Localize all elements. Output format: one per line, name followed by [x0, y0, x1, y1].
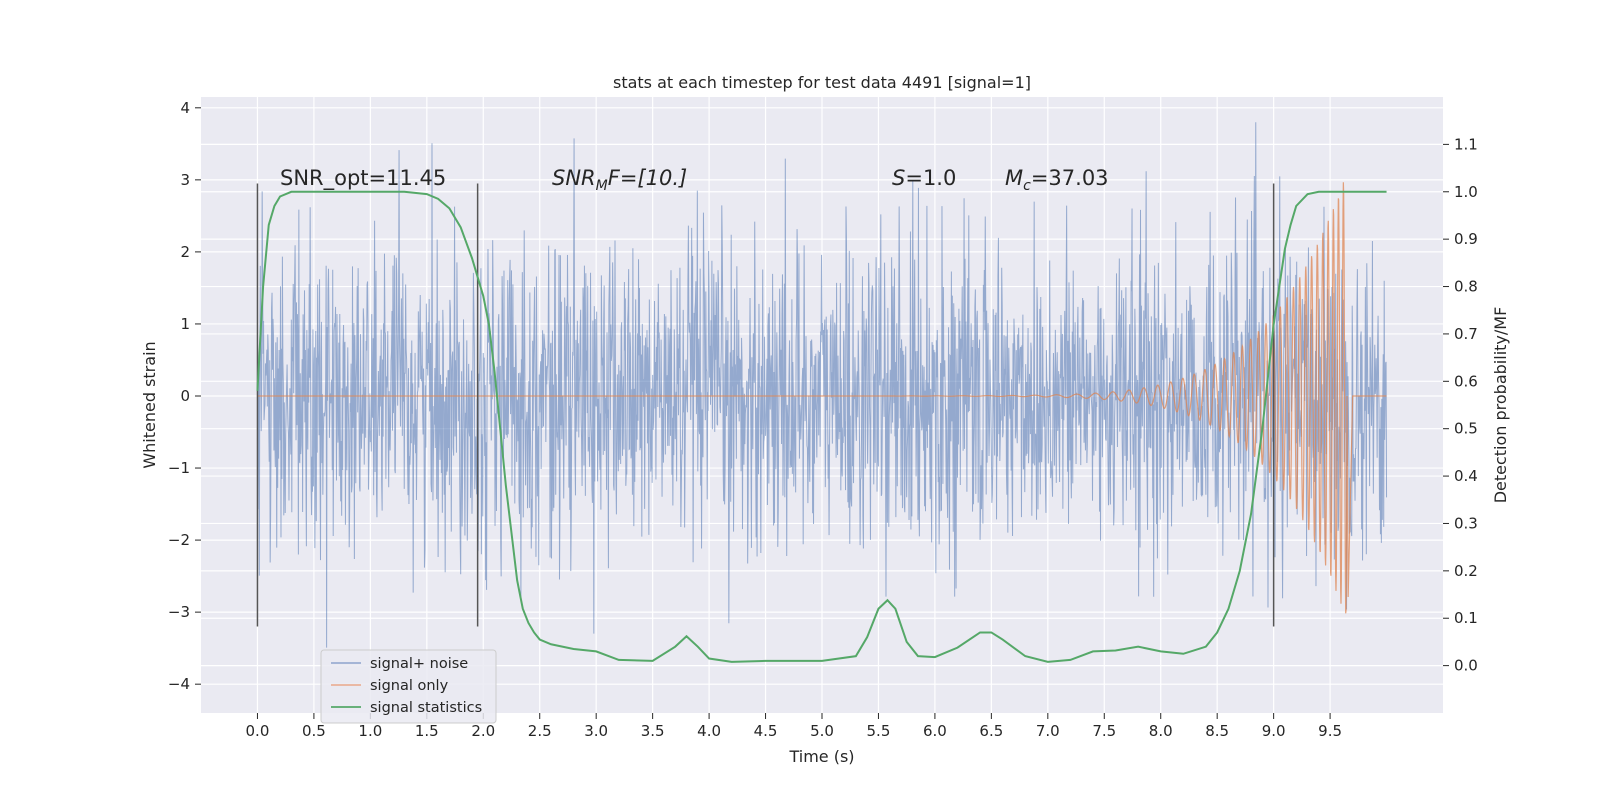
x-tick-label: 0.5 [302, 722, 326, 740]
annotation-mc-main: M [1005, 166, 1023, 190]
y-right-tick-label: 0.3 [1454, 514, 1478, 532]
y-right-tick-label: 0.1 [1454, 609, 1478, 627]
statistics-trace [256, 190, 1387, 663]
y-left-tick-label: −1 [168, 459, 190, 477]
legend-label-signal-only: signal only [370, 678, 449, 694]
x-tick-label: 5.5 [867, 722, 891, 740]
legend-label-signal-plus-noise: signal+ noise [370, 656, 468, 672]
x-tick-label: 7.5 [1092, 722, 1116, 740]
x-tick-label: 1.5 [415, 722, 439, 740]
x-tick-label: 4.0 [697, 722, 721, 740]
y-right-tick-label: 1.0 [1454, 183, 1478, 201]
y-left-tick-label: −2 [168, 531, 190, 549]
annotation-mc: Mc=37.03 [1005, 166, 1109, 194]
x-tick-label: 5.0 [810, 722, 834, 740]
y-left-tick-label: 4 [180, 99, 190, 117]
annotation-s-value: =1.0 [905, 166, 956, 190]
y-right-tick-label: 0.0 [1454, 657, 1478, 675]
noise-trace [256, 122, 1388, 648]
x-tick-label: 9.0 [1262, 722, 1286, 740]
x-tick-label: 2.0 [471, 722, 495, 740]
y-right-tick-label: 0.7 [1454, 325, 1478, 343]
y-axis-right: 0.0 0.1 0.2 0.3 0.4 0.5 0.6 0.7 0.8 0.9 1.0 1.1 [1443, 135, 1478, 675]
x-tick-label: 8.0 [1149, 722, 1173, 740]
y-axis-title-right: Detection probability/MF [1491, 307, 1510, 504]
x-tick-label: 6.5 [979, 722, 1003, 740]
y-axis-title-left: Whitened strain [140, 341, 159, 468]
x-axis: 0.0 0.5 1.0 1.5 2.0 2.5 3.0 3.5 4.0 4.5 5.0 5.5 6.0 6… [246, 713, 1342, 740]
series-signal-only [257, 182, 1387, 614]
annotation-snr-mf-sub: M [596, 178, 608, 194]
annotation-mc-value: =37.03 [1031, 166, 1109, 190]
annotation-s-main: S [892, 166, 905, 190]
x-tick-label: 8.5 [1205, 722, 1229, 740]
y-right-tick-label: 0.6 [1454, 372, 1478, 390]
annotation-snr-mf-f: F=[10.] [608, 166, 687, 190]
x-tick-label: 6.0 [923, 722, 947, 740]
x-axis-title: Time (s) [788, 747, 854, 766]
x-tick-label: 7.0 [1036, 722, 1060, 740]
annotation-snr-opt: SNR_opt=11.45 [280, 166, 446, 191]
y-right-tick-label: 0.2 [1454, 562, 1478, 580]
y-right-tick-label: 0.9 [1454, 230, 1478, 248]
x-tick-label: 3.5 [641, 722, 665, 740]
y-left-tick-label: 2 [180, 243, 190, 261]
y-left-tick-label: 0 [180, 387, 190, 405]
x-tick-label: 4.5 [754, 722, 778, 740]
y-left-tick-label: 1 [180, 315, 190, 333]
chart-title: stats at each timestep for test data 449… [613, 73, 1031, 92]
legend-label-signal-statistics: signal statistics [370, 700, 482, 716]
x-tick-label: 2.5 [528, 722, 552, 740]
series-signal-statistics [256, 190, 1387, 663]
y-right-tick-label: 1.1 [1454, 135, 1478, 153]
x-tick-label: 3.0 [584, 722, 608, 740]
chirp-trace [257, 182, 1387, 614]
x-tick-label: 1.0 [358, 722, 382, 740]
y-left-tick-label: 3 [180, 171, 190, 189]
annotation-snr-mf: SNRMF=[10.] [552, 166, 687, 194]
y-left-tick-label: −3 [168, 603, 190, 621]
legend-box [320, 649, 497, 724]
legend: signal+ noise signal only signal statist… [320, 649, 497, 724]
x-tick-label: 9.5 [1318, 722, 1342, 740]
series-signal-plus-noise [256, 122, 1388, 648]
x-tick-label: 0.0 [246, 722, 270, 740]
y-right-tick-label: 0.4 [1454, 467, 1478, 485]
y-right-tick-label: 0.8 [1454, 278, 1478, 296]
annotation-mc-sub: c [1023, 178, 1031, 194]
vertical-markers [256, 183, 1275, 627]
y-right-tick-label: 0.5 [1454, 420, 1478, 438]
y-axis-left: −4 −3 −2 −1 0 1 2 3 4 [168, 99, 201, 693]
annotation-s: S=1.0 [892, 166, 956, 190]
y-left-tick-label: −4 [168, 675, 190, 693]
annotation-snr-mf-main: SNR [552, 166, 596, 190]
